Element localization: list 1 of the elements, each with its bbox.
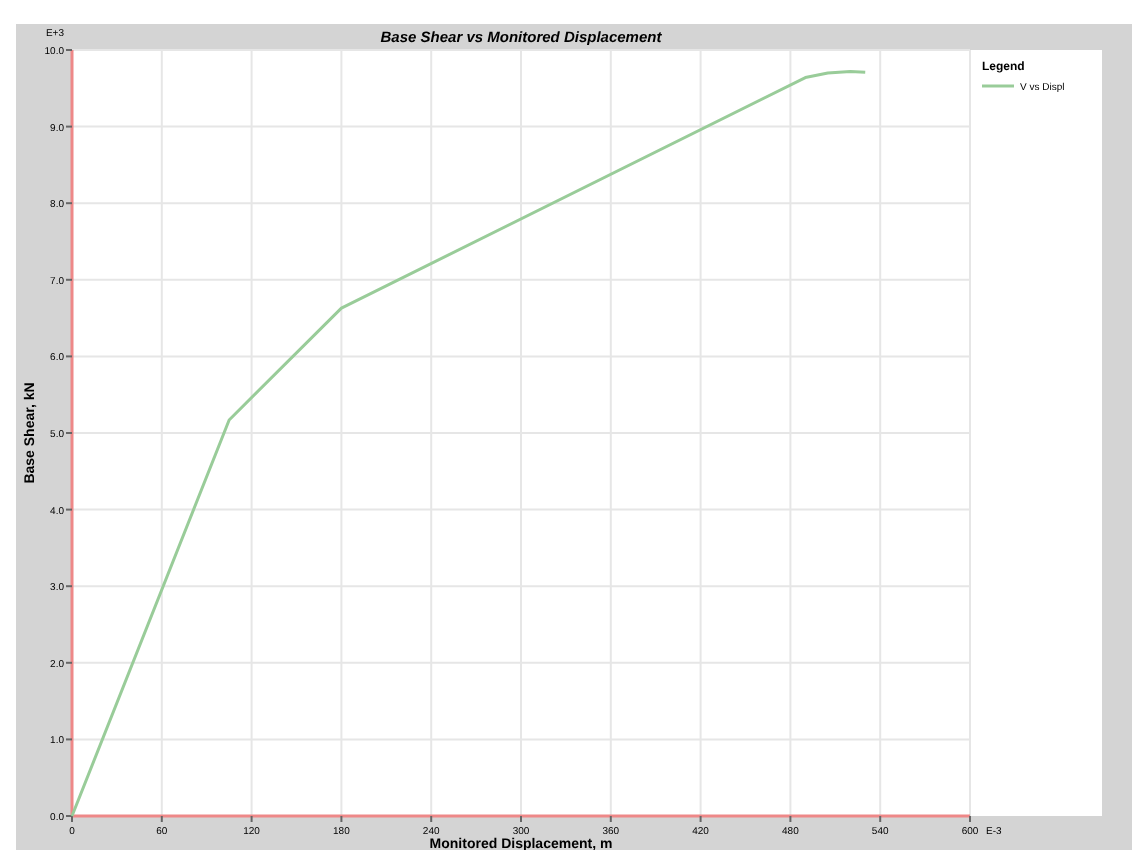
line-series bbox=[70, 69, 867, 818]
